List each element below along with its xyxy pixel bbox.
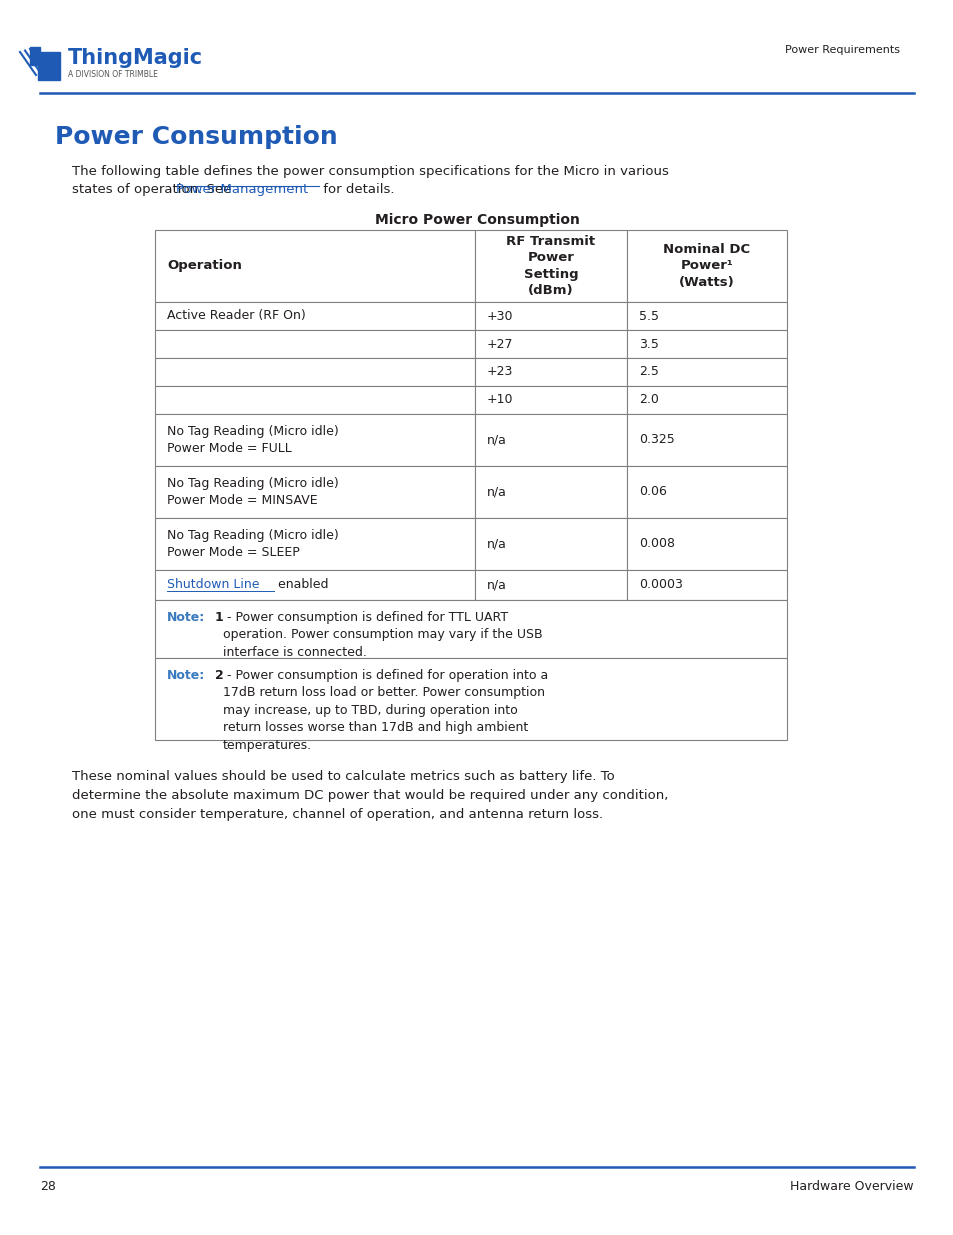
Text: 0.008: 0.008 [639, 537, 675, 551]
Text: 5.5: 5.5 [639, 310, 659, 322]
Text: Nominal DC
Power¹
(Watts): Nominal DC Power¹ (Watts) [662, 243, 750, 289]
Text: No Tag Reading (Micro idle)
Power Mode = FULL: No Tag Reading (Micro idle) Power Mode =… [167, 425, 338, 454]
Bar [154, 600, 786, 658]
Bar [30, 47, 40, 65]
Text: Note:: Note: [167, 669, 205, 682]
Text: ThingMagic: ThingMagic [68, 48, 203, 68]
Bar [626, 303, 786, 330]
Bar [154, 414, 475, 466]
Text: Power Management: Power Management [175, 183, 308, 196]
Text: Active Reader (RF On): Active Reader (RF On) [167, 310, 305, 322]
Bar [38, 52, 60, 80]
Bar [154, 387, 475, 414]
Text: 2: 2 [214, 669, 224, 682]
Bar [154, 358, 475, 387]
Text: Power Requirements: Power Requirements [784, 44, 899, 56]
Text: n/a: n/a [486, 537, 506, 551]
Bar [626, 414, 786, 466]
Bar [154, 230, 475, 303]
Bar [475, 571, 626, 600]
Bar [626, 387, 786, 414]
Text: A DIVISION OF TRIMBLE: A DIVISION OF TRIMBLE [68, 70, 157, 79]
Text: No Tag Reading (Micro idle)
Power Mode = SLEEP: No Tag Reading (Micro idle) Power Mode =… [167, 529, 338, 559]
Text: 1: 1 [214, 611, 224, 624]
Bar [475, 303, 626, 330]
Text: 3.5: 3.5 [639, 337, 659, 351]
Bar [626, 330, 786, 358]
Bar [475, 358, 626, 387]
Text: These nominal values should be used to calculate metrics such as battery life. T: These nominal values should be used to c… [71, 769, 668, 821]
Bar [626, 358, 786, 387]
Bar [626, 517, 786, 571]
Text: n/a: n/a [486, 578, 506, 592]
Bar [626, 571, 786, 600]
Text: 0.325: 0.325 [639, 433, 674, 447]
Bar [626, 466, 786, 517]
Text: +30: +30 [486, 310, 513, 322]
Bar [154, 303, 475, 330]
Text: states of operation. See: states of operation. See [71, 183, 235, 196]
Bar [475, 466, 626, 517]
Bar [154, 330, 475, 358]
Text: - Power consumption is defined for operation into a
17dB return loss load or bet: - Power consumption is defined for opera… [223, 669, 548, 752]
Bar [154, 658, 786, 740]
Bar [475, 414, 626, 466]
Text: 0.06: 0.06 [639, 485, 666, 499]
Text: 0.0003: 0.0003 [639, 578, 682, 592]
Bar [154, 466, 475, 517]
Text: The following table defines the power consumption specifications for the Micro i: The following table defines the power co… [71, 165, 668, 178]
Text: n/a: n/a [486, 433, 506, 447]
Bar [154, 517, 475, 571]
Text: Power Consumption: Power Consumption [55, 125, 337, 149]
Bar [475, 330, 626, 358]
Bar [154, 571, 475, 600]
Bar [475, 230, 626, 303]
Text: Note:: Note: [167, 611, 205, 624]
Text: n/a: n/a [486, 485, 506, 499]
Text: +23: +23 [486, 366, 513, 378]
Text: +27: +27 [486, 337, 513, 351]
Text: Hardware Overview: Hardware Overview [789, 1179, 913, 1193]
Text: Operation: Operation [167, 259, 242, 273]
Text: +10: +10 [486, 394, 513, 406]
Bar [475, 387, 626, 414]
Text: 2.0: 2.0 [639, 394, 659, 406]
Bar [475, 517, 626, 571]
Text: Shutdown Line: Shutdown Line [167, 578, 259, 592]
Text: RF Transmit
Power
Setting
(dBm): RF Transmit Power Setting (dBm) [506, 235, 595, 298]
Text: 28: 28 [40, 1179, 56, 1193]
Text: for details.: for details. [318, 183, 395, 196]
Text: - Power consumption is defined for TTL UART
operation. Power consumption may var: - Power consumption is defined for TTL U… [223, 611, 542, 659]
Text: Micro Power Consumption: Micro Power Consumption [375, 212, 578, 227]
Text: enabled: enabled [274, 578, 328, 592]
Text: 2.5: 2.5 [639, 366, 659, 378]
Bar [626, 230, 786, 303]
Text: No Tag Reading (Micro idle)
Power Mode = MINSAVE: No Tag Reading (Micro idle) Power Mode =… [167, 477, 338, 508]
